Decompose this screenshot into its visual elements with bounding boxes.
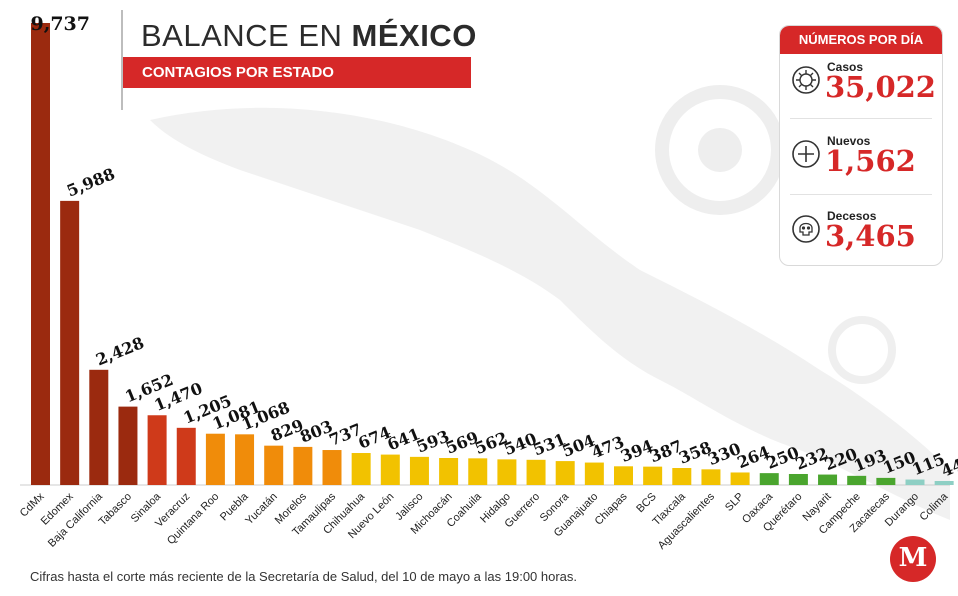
bar-21 [643,466,663,485]
bar-2 [89,369,109,485]
x-tick-label: Quintana Roo [165,491,221,547]
bar-8 [264,445,284,485]
bar-20 [614,466,633,485]
subtitle-text: CONTAGIOS POR ESTADO [142,64,334,81]
panel-divider [790,194,932,195]
bar-11 [351,453,371,485]
stat-new-label: Nuevos [827,134,871,148]
bar-30 [905,479,925,485]
x-tick-label: Colima [918,490,951,523]
bar-28 [847,475,867,485]
panel-heading: NÚMEROS POR DÍA [780,26,942,54]
x-tick-label: Tabasco [97,491,134,528]
virus-icon [792,66,820,94]
bar-6 [205,433,225,485]
panel-divider [790,118,932,119]
bar-22 [672,468,692,485]
stat-new: Nuevos 1,562 [790,134,932,208]
bar-7 [235,434,255,485]
bar-23 [701,469,721,485]
stat-cases-label: Casos [827,60,864,74]
bar-4 [147,415,167,485]
milenio-logo: M [890,536,936,582]
bar-5 [176,427,196,485]
bar-10 [322,450,342,485]
stat-deaths: Decesos 3,465 [790,209,932,265]
bar-29 [876,477,896,485]
bar-26 [788,473,808,485]
bar-value-label: 5,988 [64,164,118,200]
bar-18 [555,461,575,485]
bar-13 [409,456,429,485]
skull-icon [792,215,820,243]
bar-value-label: 44 [939,455,958,481]
daily-numbers-panel: NÚMEROS POR DÍA Casos 35,022 Nuevos 1,56… [779,25,943,266]
x-tick-label: Chiapas [593,490,630,527]
bar-25 [759,473,779,485]
bar-27 [818,474,838,485]
bar-12 [380,454,400,485]
bar-17 [526,459,546,485]
bar-1 [60,200,80,486]
bar-15 [468,458,488,485]
bar-14 [439,458,459,485]
bar-value-label: 2,428 [93,333,147,369]
title-divider [121,10,123,110]
page-title: BALANCE EN MÉXICO [141,18,477,53]
plus-icon [792,140,820,168]
bar-24 [730,472,750,485]
stat-deaths-label: Decesos [827,209,877,223]
bar-3 [118,406,138,485]
bar-0 [31,23,50,485]
subtitle-banner: CONTAGIOS POR ESTADO [123,57,471,88]
x-tick-label: SLP [723,491,746,514]
stat-cases-value: 35,022 [825,70,936,104]
stat-cases: Casos 35,022 [790,60,936,134]
bar-16 [497,459,517,485]
stat-new-value: 1,562 [825,144,916,178]
bar-9 [293,446,313,485]
source-footnote: Cifras hasta el corte más reciente de la… [30,569,578,584]
bar-19 [584,462,604,485]
stat-deaths-value: 3,465 [825,219,916,253]
x-tick-label: BCS [634,491,658,515]
bar-31 [934,481,954,485]
x-tick-label: Yucatán [243,491,280,528]
bar-value-label: 9,737 [31,13,91,35]
